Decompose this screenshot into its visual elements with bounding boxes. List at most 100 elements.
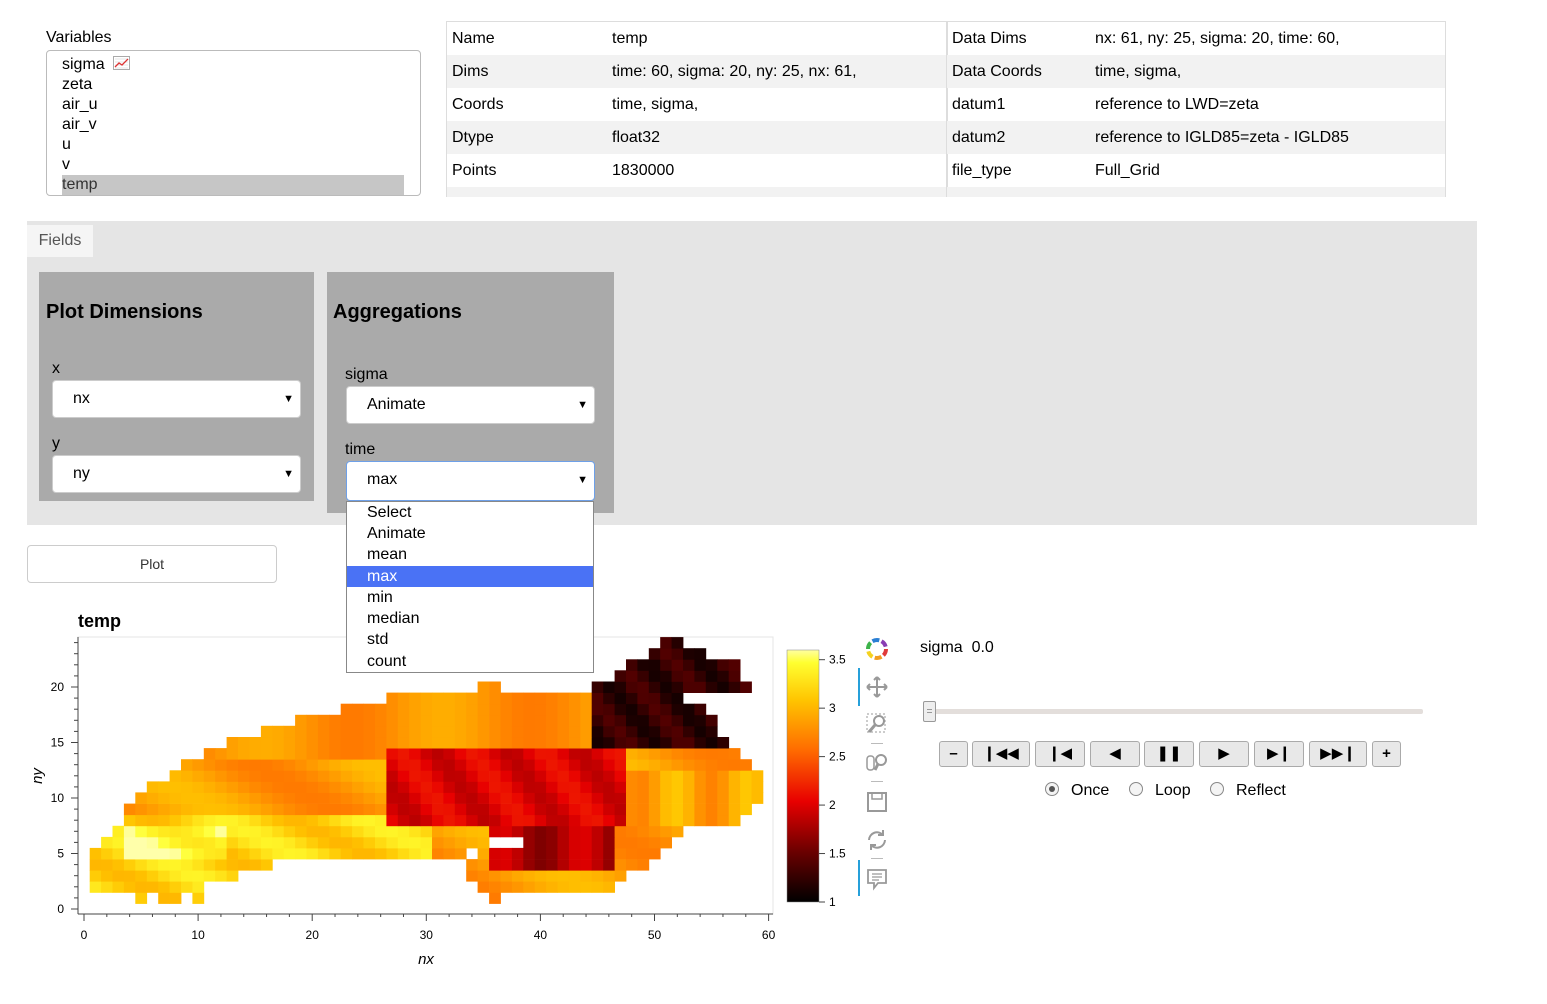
variable-item-air-v[interactable]: air_v [62,116,97,133]
heatmap-cell [432,792,444,804]
player-slider-track[interactable] [923,709,1423,714]
axes: 0 10 20 30 40 50 60 0 5 10 15 20 [51,637,776,942]
save-icon[interactable] [864,789,890,815]
option-animate[interactable]: Animate [367,525,426,542]
heatmap-cell [580,748,593,760]
heatmap-cell [283,748,296,760]
heatmap-cell [123,814,136,827]
heatmap-cell [295,825,307,838]
heatmap-cell [317,725,330,738]
option-mean[interactable]: mean [367,546,408,563]
reset-icon[interactable] [864,827,890,853]
option-min[interactable]: min [367,589,393,606]
loop-mode-loop-radio[interactable] [1129,782,1143,796]
option-std[interactable]: std [367,631,389,648]
heatmap-cell [717,681,730,693]
heatmap-cell [283,847,296,860]
player-reverse-button[interactable]: ◀ [1090,741,1140,767]
heatmap-cell [340,770,353,782]
time-aggregation-options[interactable]: Select Animate mean max min median std c… [346,501,594,673]
info-row: datum1 reference to LWD=zeta [952,96,1259,113]
heatmap-cell [226,825,239,838]
heatmap-cell [500,748,513,760]
heatmap-cell [146,825,159,838]
heatmap-cell [169,803,182,816]
heatmap-cell [397,803,410,816]
heatmap-cell [432,770,444,782]
option-max[interactable]: max [347,566,593,587]
variable-item-u[interactable]: u [62,136,71,153]
heatmap-cell [226,870,239,882]
heatmap-cell [591,759,604,771]
sigma-aggregation-select[interactable]: Animate ▼ [346,386,595,424]
heatmap-cell [580,703,593,716]
heatmap-cell [660,781,672,793]
player-pause-button[interactable]: ❚❚ [1144,741,1194,767]
variable-item-sigma[interactable]: sigma [62,55,404,75]
heatmap-cell [386,825,399,838]
heatmap-cell [671,814,684,827]
heatmap-cell [534,870,547,882]
temp-heatmap-chart[interactable]: temp 0 10 20 30 40 50 60 0 5 10 15 20 nx ny 1 1.5 2 2.… [0,600,860,1000]
hover-icon[interactable] [864,866,890,892]
heatmap-cell [591,870,604,882]
loop-mode-once-radio[interactable] [1045,782,1059,796]
box-zoom-icon[interactable] [864,711,890,737]
player-play-button[interactable]: ▶ [1199,741,1249,767]
loop-mode-reflect-radio[interactable] [1210,782,1224,796]
heatmap-cell [683,659,695,671]
heatmap-cell [717,748,730,760]
heatmap-cell [158,792,170,804]
heatmap-cell [477,714,490,727]
heatmap-cell [671,714,684,727]
x-tick-label: 20 [306,928,320,942]
heatmap-cell [306,737,319,749]
player-next-button[interactable]: ▶❙ [1254,741,1304,767]
heatmap-cell [717,759,730,771]
variable-item-v[interactable]: v [62,156,70,173]
heatmap-cell [523,847,536,860]
heatmap-cell [409,792,421,804]
heatmap-cell [192,814,205,827]
heatmap-cell [557,836,570,849]
heatmap-cell [158,781,170,793]
heatmap-cell [489,737,501,749]
heatmap-cell [329,748,342,760]
option-median[interactable]: median [367,610,420,627]
heatmap-cell [477,737,490,749]
y-select[interactable]: ny ▼ [52,455,301,493]
player-last-button[interactable]: ▶▶❙ [1309,741,1367,767]
heatmap-cell [317,748,330,760]
heatmap-cell [420,847,433,860]
heatmap-cell [283,781,296,793]
tab-fields[interactable]: Fields [27,225,93,257]
variable-item-air-u[interactable]: air_u [62,96,98,113]
bokeh-logo-icon[interactable] [864,636,890,662]
heatmap-cell [409,803,421,816]
player-slider-handle[interactable] [923,701,936,722]
heatmap-cell [705,814,718,827]
heatmap-cell [192,759,205,771]
player-first-button[interactable]: ❙◀◀ [972,741,1030,767]
heatmap-cell [340,759,353,771]
heatmap-cell [626,659,638,671]
plot-button[interactable]: Plot [27,545,277,583]
heatmap-cell [203,759,216,771]
heatmap-cell [181,803,193,816]
variable-item-temp[interactable]: temp [62,175,404,195]
player-faster-button[interactable]: + [1372,741,1401,767]
heatmap-cell [386,781,399,793]
player-previous-button[interactable]: ❙◀ [1035,741,1085,767]
heatmap-cell [432,814,444,827]
x-select[interactable]: nx ▼ [52,380,301,418]
heatmap-cell [238,825,250,838]
player-slower-button[interactable]: – [939,741,968,767]
option-count[interactable]: count [367,653,407,670]
option-select[interactable]: Select [367,504,412,521]
wheel-zoom-icon[interactable] [864,750,890,776]
variables-list[interactable]: sigma zeta air_u air_v u v temp [46,50,421,196]
pan-icon[interactable] [864,674,890,700]
time-aggregation-select[interactable]: max ▼ [346,461,595,501]
variable-item-zeta[interactable]: zeta [62,76,93,93]
heatmap-cell [123,859,136,871]
